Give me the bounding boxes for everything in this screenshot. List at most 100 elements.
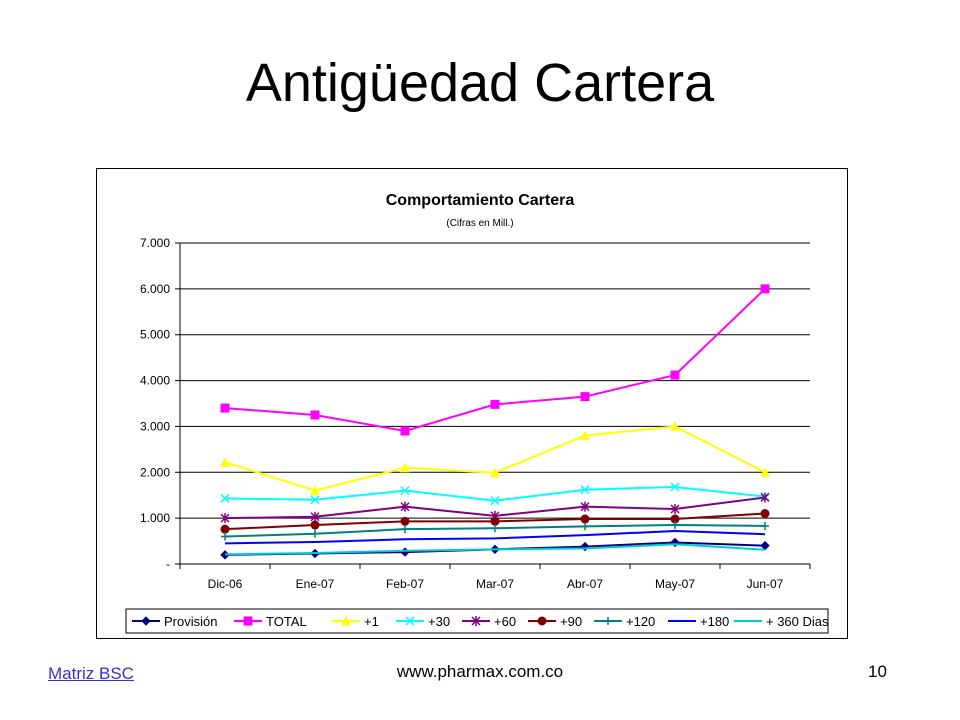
data-point [580, 485, 590, 495]
y-tick-label: 2.000 [140, 465, 170, 479]
legend-marker [405, 616, 415, 626]
legend-label: Provisión [164, 614, 217, 629]
series-6 [221, 521, 769, 541]
legend-item: Provisión [132, 614, 217, 629]
series-2 [220, 421, 770, 496]
series-line [224, 543, 766, 556]
x-tick-label: Ene-07 [296, 577, 335, 591]
x-tick-label: May-07 [655, 577, 695, 591]
y-tick-label: - [166, 557, 170, 571]
legend-label: TOTAL [266, 614, 307, 629]
legend-label: +120 [626, 614, 655, 629]
data-point [760, 284, 770, 294]
legend-label: + 360 Dias [766, 614, 829, 629]
data-point [491, 524, 499, 533]
data-point [670, 482, 680, 492]
data-point [220, 513, 230, 524]
data-point [221, 532, 229, 541]
y-tick-label: 3.000 [140, 419, 170, 433]
legend-marker [243, 616, 253, 626]
data-point [400, 547, 410, 557]
series-7 [224, 529, 766, 545]
series-line [224, 529, 766, 545]
plot-area: - 1.000 2.000 3.000 4.000 5.000 6.000 7.000 Dic-… [140, 236, 811, 591]
data-point [761, 521, 769, 530]
legend-item: +1 [332, 614, 379, 629]
data-point [310, 520, 320, 530]
x-tick-label: Abr-07 [567, 577, 603, 591]
legend-item: +90 [528, 614, 582, 629]
data-point [400, 426, 410, 436]
y-tick-label: 1.000 [140, 511, 170, 525]
data-point [310, 485, 320, 496]
data-point [220, 524, 230, 534]
data-point [311, 529, 319, 538]
data-point [670, 421, 680, 431]
y-tick-label: 4.000 [140, 374, 170, 388]
page-number: 10 [868, 662, 887, 681]
chart-title: Comportamiento Cartera [386, 192, 575, 209]
chart-subtitle: (Cifras en Mill.) [446, 218, 513, 229]
legend-label: +60 [494, 614, 516, 629]
data-point [760, 492, 770, 503]
matriz-bsc-link[interactable]: Matriz BSC [48, 664, 134, 683]
data-point [220, 457, 230, 467]
legend-item: +120 [594, 614, 655, 629]
data-point [220, 493, 230, 503]
series-line [224, 485, 766, 502]
legend-marker [537, 616, 547, 626]
series-line [224, 425, 766, 492]
legend-item: +60 [462, 614, 516, 629]
data-point [580, 501, 590, 512]
legend-marker [341, 615, 351, 626]
x-tick-label: Jun-07 [747, 577, 784, 591]
data-point [760, 509, 770, 519]
data-point [580, 430, 590, 441]
legend-label: +90 [560, 614, 582, 629]
series-line [224, 288, 766, 433]
footer-url: www.pharmax.com.co [396, 662, 564, 681]
data-point [400, 516, 410, 526]
x-tick-label: Feb-07 [386, 577, 424, 591]
data-point [310, 495, 320, 505]
series-8 [224, 543, 766, 556]
data-point [400, 462, 410, 473]
legend-label: +30 [428, 614, 450, 629]
legend-label: +180 [700, 614, 729, 629]
legend-item: + 360 Dias [734, 614, 829, 629]
legend-marker [141, 616, 151, 626]
data-point [760, 540, 770, 551]
x-tick-label: Mar-07 [476, 577, 514, 591]
data-point [580, 392, 590, 402]
legend-label: +1 [364, 614, 379, 629]
y-tick-label: 7.000 [140, 236, 170, 250]
data-point [580, 514, 590, 524]
data-point [490, 467, 500, 478]
data-point [581, 522, 589, 531]
series-5 [220, 509, 770, 534]
data-point [490, 496, 500, 506]
legend-item: +30 [396, 614, 450, 629]
data-point [220, 403, 230, 413]
data-point [670, 370, 680, 380]
data-point [310, 410, 320, 420]
legend: Provisión TOTAL +1 +30 +60 +90 +120 +180 + 360 D… [125, 608, 829, 634]
x-tick-label: Dic-06 [208, 577, 243, 591]
data-point [400, 486, 410, 496]
y-tick-label: 6.000 [140, 282, 170, 296]
data-point [670, 503, 680, 514]
legend-marker [604, 617, 612, 625]
data-point [310, 511, 320, 522]
legend-item: +180 [668, 614, 729, 629]
series-1 [220, 284, 770, 436]
legend-marker [471, 616, 481, 626]
data-point [760, 467, 770, 477]
data-point [400, 501, 410, 512]
data-point [401, 525, 409, 534]
data-point [490, 516, 500, 526]
slide-title: Antigüedad Cartera [245, 53, 715, 113]
y-tick-label: 5.000 [140, 328, 170, 342]
data-point [490, 399, 500, 409]
chart-frame [96, 168, 848, 639]
